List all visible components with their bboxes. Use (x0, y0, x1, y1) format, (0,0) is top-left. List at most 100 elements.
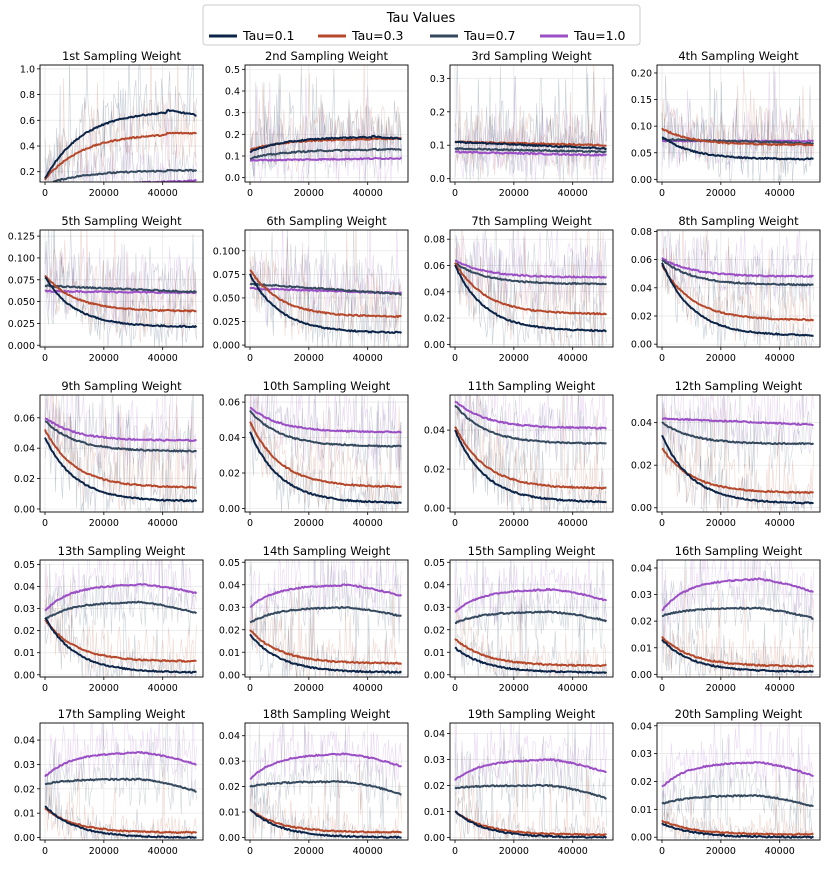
panel-title: 15th Sampling Weight (468, 544, 596, 558)
panel-frame (244, 229, 409, 348)
series-line (44, 429, 197, 489)
x-tick-label: 20000 (706, 518, 736, 529)
y-tick-label: 0.05 (631, 148, 652, 159)
plot-area (661, 230, 815, 347)
y-tick-label: 0.00 (631, 833, 652, 844)
panel: 8th Sampling Weight 0.00 0.02 0.04 0.06 0.08 0… (631, 214, 821, 364)
y-tick-label: 0.02 (14, 474, 35, 485)
x-tick-label: 40000 (765, 683, 795, 694)
noise-trace (249, 580, 402, 677)
y-tick-label: 0.04 (14, 444, 35, 455)
y-tick-label: 0.02 (219, 782, 240, 793)
x-tick-label: 40000 (148, 353, 178, 364)
x-tick-label: 20000 (499, 188, 529, 199)
series-line (661, 421, 815, 446)
series-line (44, 617, 197, 674)
y-tick-label: 0.04 (631, 418, 652, 429)
noise-trace (454, 560, 607, 629)
y-tick-label: 0.8 (20, 90, 35, 101)
y-tick-label: 0.025 (8, 319, 35, 330)
y-tick-label: 0.02 (424, 465, 445, 476)
panel-frame (244, 64, 409, 183)
noise-trace (661, 406, 814, 512)
panel-frame (449, 394, 614, 513)
series-line (661, 137, 815, 145)
plot-area (454, 560, 608, 677)
plot-area (44, 230, 198, 347)
series-line (249, 406, 402, 434)
y-tick-label: 0.04 (424, 287, 445, 298)
x-tick-label: 20000 (89, 188, 119, 199)
y-tick-label: 0.03 (631, 590, 652, 601)
series-line (661, 434, 814, 505)
y-tick-label: 0.04 (631, 563, 652, 574)
y-tick-label: 0.02 (631, 461, 652, 472)
series-line (454, 404, 607, 445)
series-line (454, 259, 607, 279)
y-tick-label: 0.00 (14, 670, 35, 681)
x-tick-label: 20000 (499, 518, 529, 529)
noise-trace (661, 230, 814, 347)
series-line (661, 262, 814, 337)
plot-area (661, 723, 814, 840)
y-tick-label: 0.03 (424, 755, 445, 766)
noise-trace (454, 597, 607, 677)
noise-trace (44, 723, 197, 815)
plot-area (454, 65, 608, 182)
y-tick-label: 0.00 (14, 833, 35, 844)
x-tick-label: 40000 (765, 188, 795, 199)
series-line (661, 638, 814, 673)
y-tick-label: 0.0 (430, 174, 445, 185)
noise-trace (249, 230, 402, 347)
series-line (454, 610, 608, 625)
x-tick-label: 40000 (353, 846, 383, 857)
series-line (44, 417, 197, 442)
noise-trace (249, 767, 402, 840)
y-tick-label: 0.00 (424, 504, 445, 515)
panel-title: 3rd Sampling Weight (471, 49, 592, 63)
panel-frame (656, 722, 821, 841)
series-line (661, 635, 814, 668)
x-tick-label: 0 (42, 518, 48, 529)
x-tick-label: 20000 (294, 846, 324, 857)
series-line (44, 420, 198, 453)
legend-entry: Tau=0.7 (430, 28, 516, 43)
x-tick-label: 40000 (353, 353, 383, 364)
y-tick-label: 0.08 (424, 235, 445, 246)
series-line (44, 750, 197, 778)
noise-trace (249, 411, 402, 512)
y-tick-label: 0.01 (219, 808, 240, 819)
panel-frame (449, 559, 614, 678)
noise-trace (249, 395, 402, 471)
x-tick-label: 20000 (499, 353, 529, 364)
panel-frame (656, 229, 821, 348)
y-tick-label: 0.05 (14, 560, 35, 571)
x-tick-label: 40000 (558, 188, 588, 199)
y-tick-label: 0.01 (14, 809, 35, 820)
x-tick-label: 0 (247, 846, 253, 857)
y-tick-label: 0.01 (631, 643, 652, 654)
plot-area (454, 395, 607, 512)
noise-trace (454, 723, 607, 827)
noise-trace (44, 560, 197, 636)
y-tick-label: 1.0 (20, 64, 35, 75)
y-tick-label: 0.00 (424, 340, 445, 351)
series-line (249, 135, 402, 154)
x-tick-label: 0 (42, 683, 48, 694)
noise-trace (249, 230, 402, 330)
y-tick-label: 0.3 (430, 74, 445, 85)
panel-title: 8th Sampling Weight (678, 214, 799, 228)
y-tick-label: 0.2 (225, 130, 240, 141)
series-line (454, 264, 607, 333)
y-tick-label: 0.08 (631, 227, 652, 238)
y-tick-label: 0.04 (424, 580, 445, 591)
y-tick-label: 0.04 (631, 283, 652, 294)
panel: 18th Sampling Weight 0.00 0.01 0.02 0.03 0.04… (219, 707, 409, 857)
noise-trace (44, 243, 197, 332)
legend-label: Tau=0.3 (351, 28, 404, 43)
y-tick-label: 0.0 (225, 173, 240, 184)
y-tick-label: 0.02 (631, 777, 652, 788)
y-tick-label: 0.00 (219, 833, 240, 844)
series-line (454, 262, 607, 316)
